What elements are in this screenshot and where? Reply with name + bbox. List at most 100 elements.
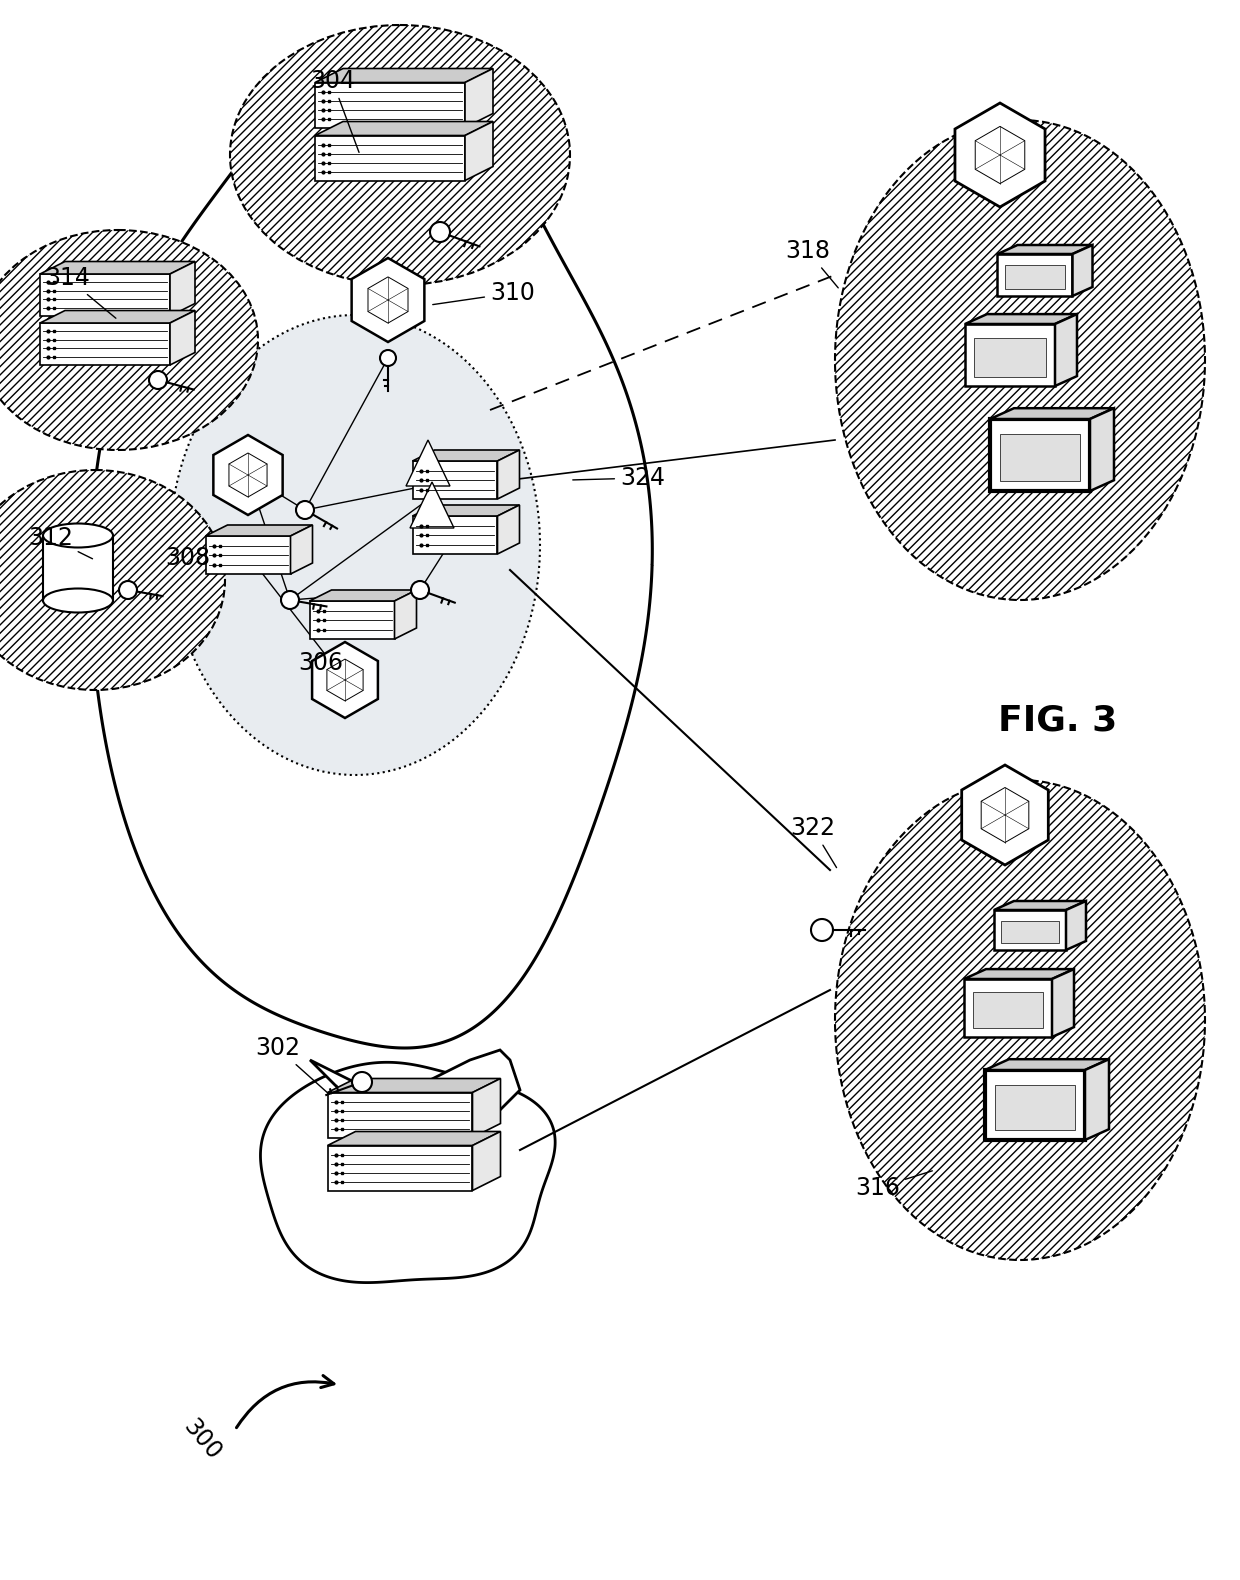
Polygon shape: [497, 450, 520, 499]
Text: 314: 314: [45, 265, 115, 318]
Polygon shape: [40, 322, 170, 365]
Polygon shape: [327, 1131, 501, 1146]
Text: 302: 302: [255, 1036, 327, 1093]
Polygon shape: [975, 126, 1024, 183]
Polygon shape: [1073, 245, 1092, 295]
Polygon shape: [312, 641, 378, 717]
Polygon shape: [43, 536, 113, 600]
Polygon shape: [963, 969, 1074, 980]
Text: FIG. 3: FIG. 3: [998, 703, 1117, 736]
Polygon shape: [1001, 921, 1059, 943]
Polygon shape: [315, 82, 465, 128]
Polygon shape: [40, 262, 195, 273]
Polygon shape: [91, 44, 652, 1048]
Text: 324: 324: [573, 466, 665, 490]
Polygon shape: [1052, 969, 1074, 1036]
Polygon shape: [413, 517, 497, 555]
Polygon shape: [260, 1062, 556, 1283]
Circle shape: [811, 920, 833, 942]
Polygon shape: [170, 262, 195, 316]
Polygon shape: [973, 338, 1047, 378]
Polygon shape: [994, 1085, 1075, 1130]
Polygon shape: [1066, 901, 1086, 950]
Polygon shape: [310, 1051, 520, 1130]
Ellipse shape: [43, 588, 113, 613]
Text: 316: 316: [856, 1171, 932, 1199]
Ellipse shape: [170, 314, 539, 776]
Polygon shape: [368, 276, 408, 322]
Polygon shape: [413, 461, 497, 499]
Polygon shape: [310, 600, 394, 638]
Circle shape: [119, 581, 136, 599]
Polygon shape: [985, 1059, 1109, 1070]
Polygon shape: [994, 901, 1086, 910]
Polygon shape: [465, 122, 494, 180]
Circle shape: [281, 591, 299, 608]
Polygon shape: [997, 245, 1092, 254]
Polygon shape: [315, 68, 494, 82]
Polygon shape: [1090, 408, 1114, 491]
Polygon shape: [327, 1146, 472, 1190]
Ellipse shape: [0, 469, 224, 690]
Polygon shape: [990, 408, 1114, 419]
Text: 318: 318: [785, 239, 838, 288]
Ellipse shape: [0, 231, 258, 450]
Ellipse shape: [229, 25, 570, 284]
Circle shape: [149, 371, 167, 389]
Polygon shape: [990, 419, 1090, 491]
Ellipse shape: [835, 781, 1205, 1259]
Polygon shape: [394, 589, 417, 638]
Polygon shape: [327, 659, 363, 702]
Circle shape: [296, 501, 314, 518]
Polygon shape: [955, 103, 1045, 207]
Polygon shape: [999, 435, 1080, 480]
Polygon shape: [310, 589, 417, 600]
Polygon shape: [315, 122, 494, 136]
Text: 306: 306: [298, 651, 343, 675]
Text: 322: 322: [790, 815, 837, 867]
Polygon shape: [1004, 265, 1065, 289]
Polygon shape: [965, 314, 1078, 324]
Polygon shape: [965, 324, 1055, 386]
Text: 310: 310: [433, 281, 534, 305]
FancyArrowPatch shape: [237, 1376, 334, 1428]
Polygon shape: [213, 435, 283, 515]
Polygon shape: [472, 1131, 501, 1190]
Polygon shape: [315, 136, 465, 180]
Circle shape: [379, 351, 396, 367]
Polygon shape: [962, 765, 1048, 864]
Polygon shape: [973, 992, 1043, 1029]
Polygon shape: [981, 787, 1029, 842]
Polygon shape: [497, 506, 520, 555]
Polygon shape: [206, 525, 312, 536]
Circle shape: [430, 223, 450, 242]
Text: 308: 308: [165, 547, 210, 570]
Text: 300: 300: [179, 1416, 226, 1465]
Text: 304: 304: [310, 70, 360, 152]
Polygon shape: [985, 1070, 1085, 1141]
Ellipse shape: [43, 523, 113, 548]
Polygon shape: [413, 506, 520, 517]
Polygon shape: [413, 450, 520, 461]
Polygon shape: [465, 68, 494, 128]
Polygon shape: [405, 439, 450, 487]
Polygon shape: [994, 910, 1066, 950]
Polygon shape: [327, 1092, 472, 1138]
Polygon shape: [206, 536, 290, 574]
Polygon shape: [40, 273, 170, 316]
Polygon shape: [327, 1079, 501, 1092]
Polygon shape: [1055, 314, 1078, 386]
Polygon shape: [352, 258, 424, 341]
Polygon shape: [963, 980, 1052, 1036]
Polygon shape: [472, 1079, 501, 1138]
Polygon shape: [40, 311, 195, 322]
Polygon shape: [410, 482, 454, 528]
Polygon shape: [170, 311, 195, 365]
Text: 312: 312: [29, 526, 93, 559]
Polygon shape: [1085, 1059, 1109, 1141]
Polygon shape: [290, 525, 312, 574]
Polygon shape: [229, 453, 267, 498]
Ellipse shape: [835, 120, 1205, 600]
Circle shape: [410, 581, 429, 599]
Circle shape: [352, 1071, 372, 1092]
